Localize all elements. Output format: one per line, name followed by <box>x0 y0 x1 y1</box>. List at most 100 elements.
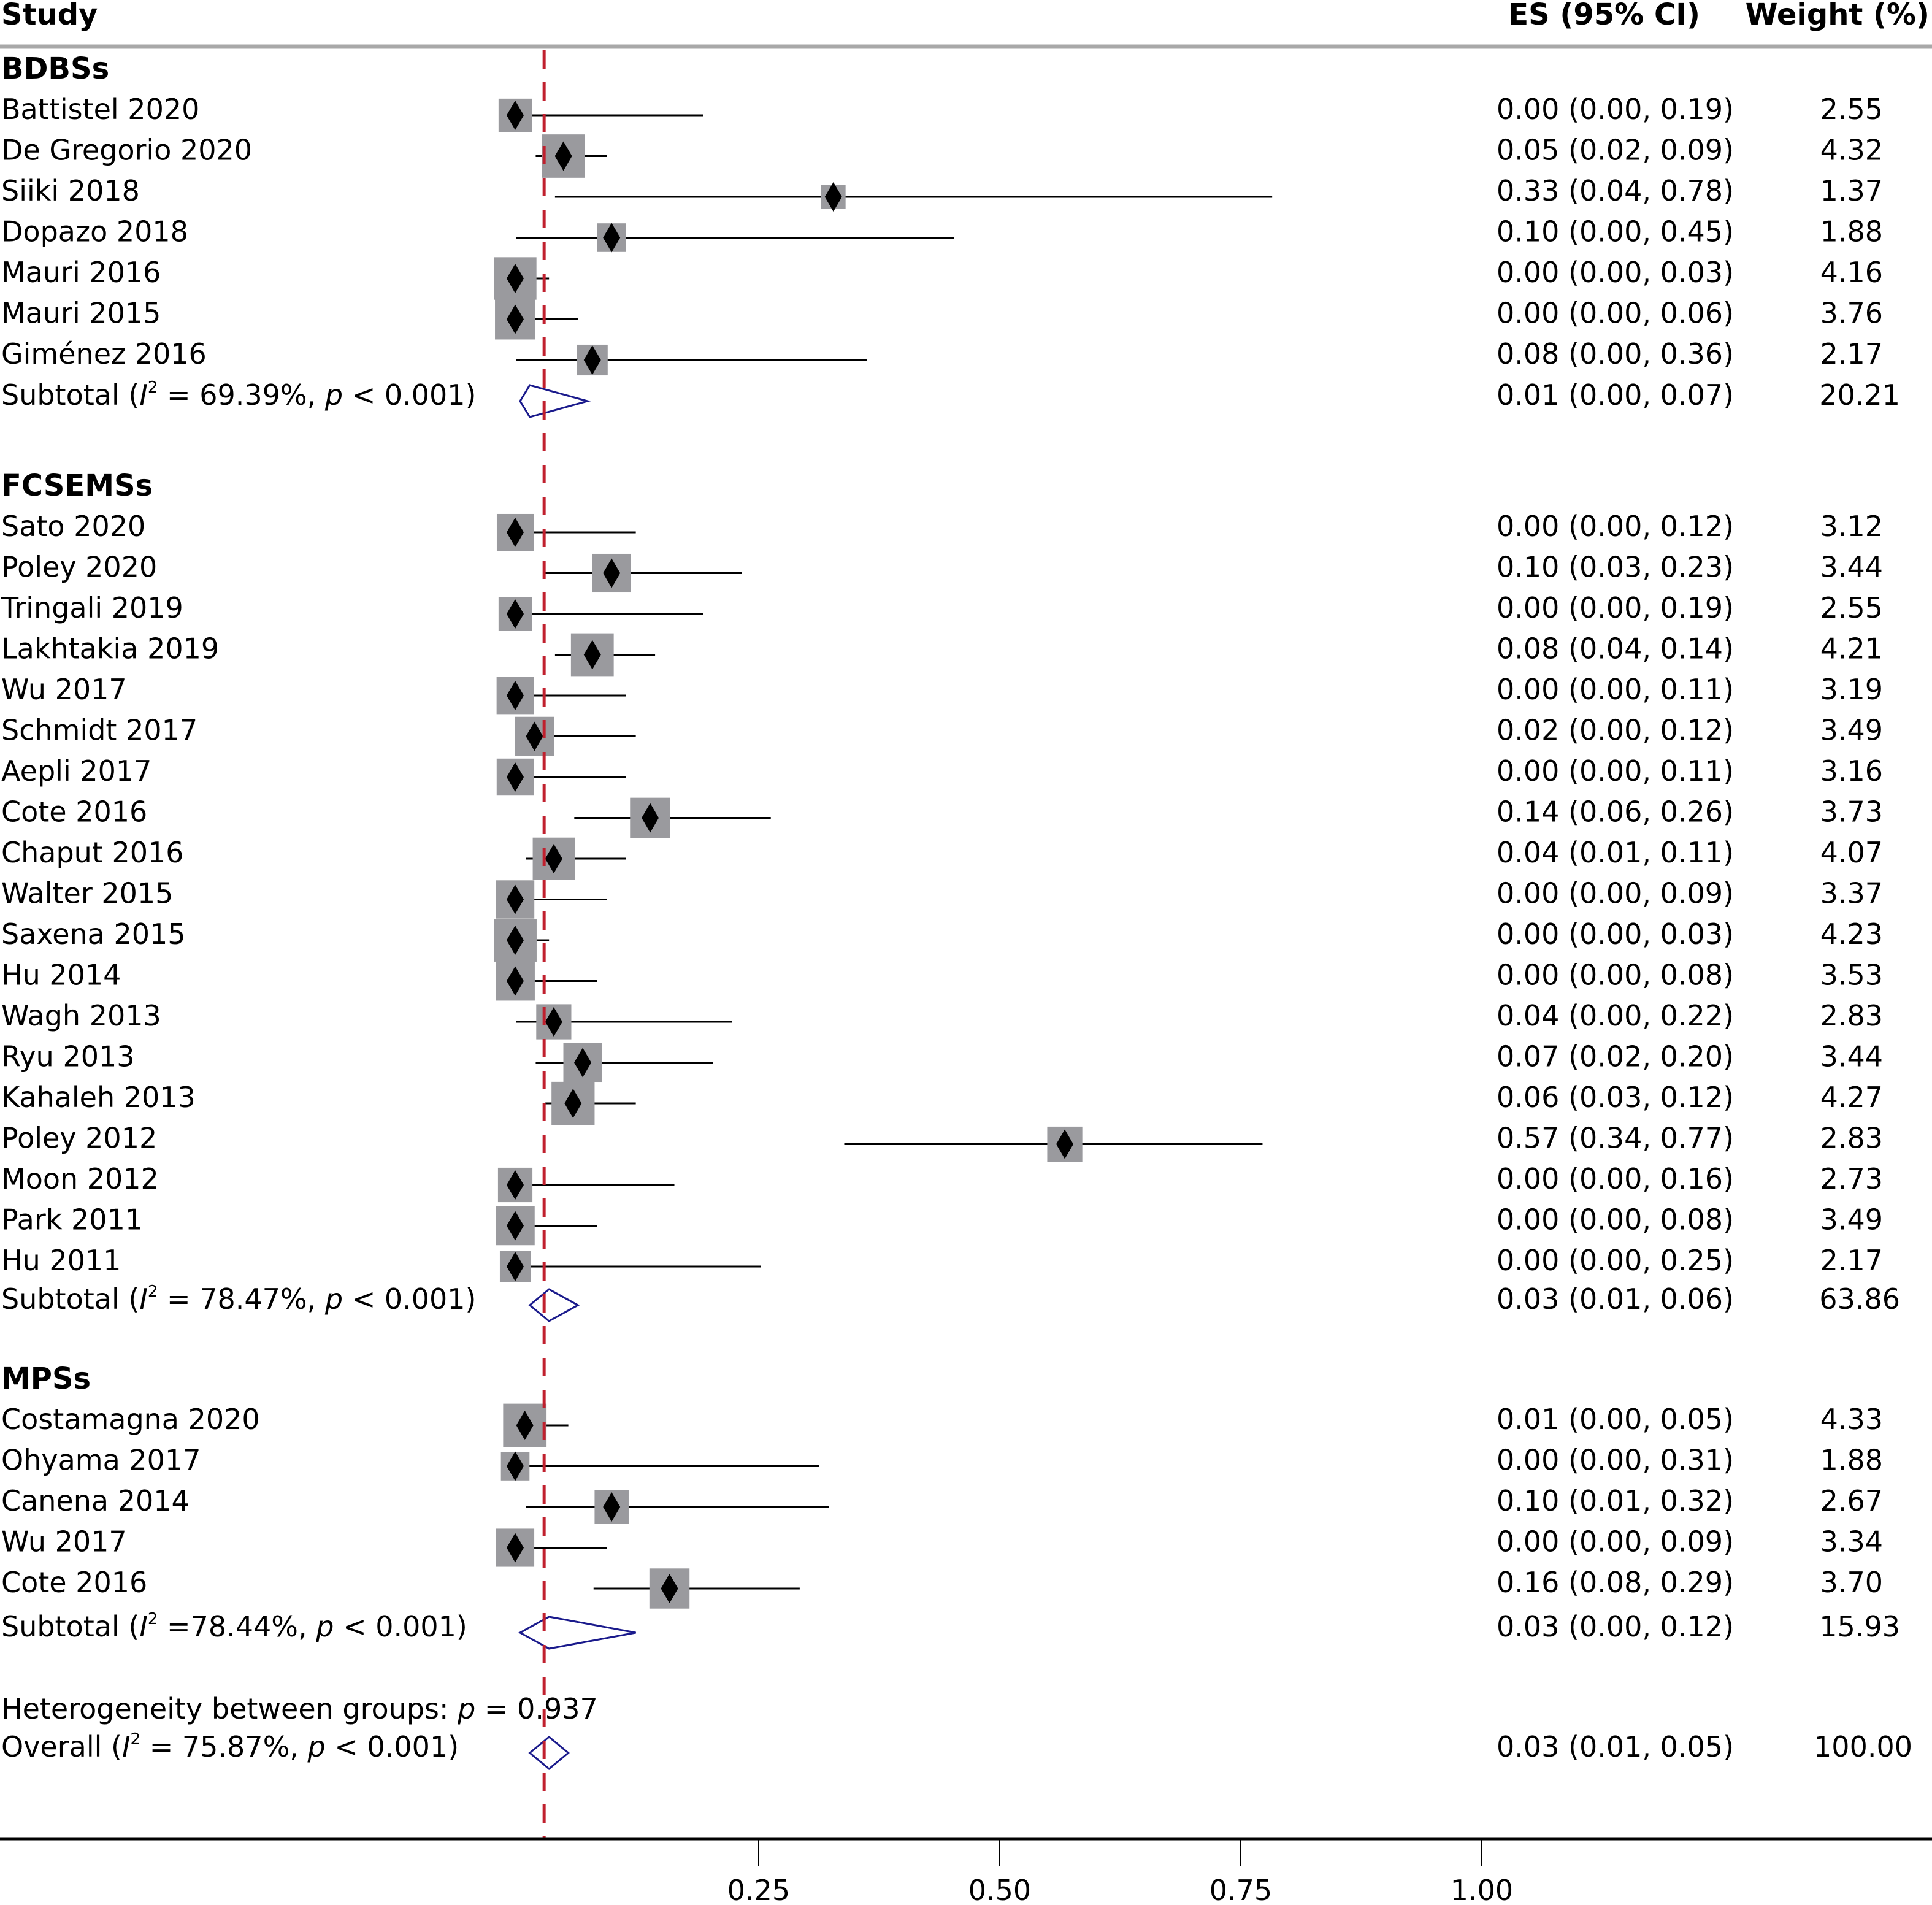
weight-value: 2.55 <box>1820 591 1883 624</box>
study-label: Mauri 2015 <box>1 297 161 330</box>
weight-value: 1.37 <box>1820 174 1883 207</box>
label-label-end: < 0.001) <box>326 1730 459 1763</box>
header-es: ES (95% CI) <box>1508 0 1700 32</box>
heterogeneity-label: Heterogeneity between groups: p = 0.937 <box>1 1692 598 1725</box>
overall-weight: 100.00 <box>1814 1730 1912 1763</box>
subtotal-diamond <box>519 384 591 418</box>
point-estimate <box>545 1007 562 1037</box>
weight-value: 3.37 <box>1820 877 1883 910</box>
header-weight: Weight (%) <box>1746 0 1930 32</box>
weight-value: 4.07 <box>1820 836 1883 869</box>
es-ci-value: 0.14 (0.06, 0.26) <box>1497 795 1734 829</box>
weight-value: 3.19 <box>1820 673 1883 706</box>
es-ci-value: 0.00 (0.00, 0.19) <box>1497 93 1734 126</box>
point-estimate <box>642 803 659 833</box>
study-label: Chaput 2016 <box>1 836 184 869</box>
weight-value: 3.53 <box>1820 959 1883 992</box>
weight-value: 3.12 <box>1820 510 1883 543</box>
study-label: Hu 2014 <box>1 959 121 992</box>
point-estimate <box>507 926 524 955</box>
label-p-symbol: p <box>324 378 343 412</box>
study-label: Park 2011 <box>1 1203 143 1236</box>
label-i2-symbol: I <box>139 1610 148 1643</box>
es-ci-value: 0.10 (0.00, 0.45) <box>1497 215 1734 248</box>
study-row: Battistel 2020 0.00 (0.00, 0.19) 2.55 <box>1 93 1883 132</box>
point-estimate <box>507 518 524 547</box>
heterogeneity-label: Heterogeneity between groups: <box>1 1692 458 1725</box>
study-label: Cote 2016 <box>1 1566 147 1599</box>
point-estimate <box>574 1048 592 1078</box>
weight-value: 3.70 <box>1820 1566 1883 1599</box>
study-row: Hu 2014 0.00 (0.00, 0.08) 3.53 <box>1 959 1883 1001</box>
es-ci-value: 0.05 (0.02, 0.09) <box>1497 134 1734 167</box>
group-mpss: MPSs Costamagna 2020 0.01 (0.00, 0.05) 4.33… <box>1 1362 1900 1650</box>
es-ci-value: 0.00 (0.00, 0.11) <box>1497 754 1734 788</box>
label-label-end: < 0.001) <box>343 1282 476 1316</box>
subtotal-es-ci: 0.03 (0.00, 0.12) <box>1497 1610 1734 1643</box>
study-row: Mauri 2015 0.00 (0.00, 0.06) 3.76 <box>1 297 1883 340</box>
weight-value: 1.88 <box>1820 215 1883 248</box>
point-estimate <box>1056 1129 1074 1159</box>
subtotal-label: Subtotal (I2 = 78.47%, p < 0.001) <box>1 1282 477 1316</box>
es-ci-value: 0.00 (0.00, 0.19) <box>1497 591 1734 624</box>
label-label-end: < 0.001) <box>334 1610 467 1643</box>
label-label-prefix: Overall ( <box>1 1730 122 1763</box>
label-label-mid: = 75.87%, <box>140 1730 307 1763</box>
weight-value: 2.17 <box>1820 337 1883 370</box>
weight-value: 4.33 <box>1820 1403 1883 1436</box>
group-bdbss: BDBSs Battistel 2020 0.00 (0.00, 0.19) 2.55… <box>1 52 1900 418</box>
subtotal-es-ci: 0.01 (0.00, 0.07) <box>1497 378 1734 412</box>
point-estimate <box>507 1533 524 1563</box>
label-p-symbol: p <box>324 1282 343 1316</box>
study-label: De Gregorio 2020 <box>1 134 252 167</box>
weight-value: 4.21 <box>1820 632 1883 665</box>
label-label-prefix: Subtotal ( <box>1 1610 139 1643</box>
point-estimate <box>603 223 621 253</box>
label-label-prefix: Subtotal ( <box>1 378 139 412</box>
es-ci-value: 0.10 (0.01, 0.32) <box>1497 1484 1734 1517</box>
header-study: Study <box>1 0 98 32</box>
subtotal-diamond <box>518 1616 636 1650</box>
weight-value: 1.88 <box>1820 1444 1883 1477</box>
study-label: Wu 2017 <box>1 673 127 706</box>
study-label: Cote 2016 <box>1 795 147 829</box>
study-label: Lakhtakia 2019 <box>1 632 219 665</box>
x-tick-label: 1.00 <box>1451 1874 1513 1905</box>
subtotal-es-ci: 0.03 (0.01, 0.06) <box>1497 1282 1734 1316</box>
overall-diamond <box>528 1736 570 1770</box>
point-estimate <box>554 141 572 171</box>
study-label: Saxena 2015 <box>1 918 186 951</box>
header: Study ES (95% CI) Weight (%) <box>0 0 1932 49</box>
heterogeneity-p-symbol: p <box>457 1692 475 1725</box>
label-i2-sup: 2 <box>148 1282 158 1301</box>
study-label: Poley 2012 <box>1 1122 157 1155</box>
overall-label: Overall (I2 = 75.87%, p < 0.001) <box>1 1730 459 1763</box>
study-label: Tringali 2019 <box>1 591 183 624</box>
weight-value: 3.16 <box>1820 754 1883 788</box>
study-row: Mauri 2016 0.00 (0.00, 0.03) 4.16 <box>1 256 1883 300</box>
es-ci-value: 0.08 (0.04, 0.14) <box>1497 632 1734 665</box>
es-ci-value: 0.00 (0.00, 0.06) <box>1497 297 1734 330</box>
study-row: Siiki 2018 0.33 (0.04, 0.78) 1.37 <box>1 174 1883 212</box>
es-ci-value: 0.04 (0.01, 0.11) <box>1497 836 1734 869</box>
subtotal-row: Subtotal (I2 =78.44%, p < 0.001) 0.03 (0.… <box>1 1610 1900 1650</box>
study-label: Canena 2014 <box>1 1484 190 1517</box>
point-estimate <box>603 1492 621 1522</box>
group-label: MPSs <box>1 1362 91 1396</box>
es-ci-value: 0.07 (0.02, 0.20) <box>1497 1040 1734 1073</box>
es-ci-value: 0.00 (0.00, 0.31) <box>1497 1444 1734 1477</box>
subtotal-label: Subtotal (I2 = 69.39%, p < 0.001) <box>1 378 477 412</box>
label-label-mid: = 69.39%, <box>158 378 324 412</box>
es-ci-value: 0.00 (0.00, 0.12) <box>1497 510 1734 543</box>
study-label: Hu 2011 <box>1 1244 121 1277</box>
label-i2-sup: 2 <box>131 1730 141 1749</box>
label-i2-sup: 2 <box>148 1610 158 1628</box>
point-estimate <box>824 182 842 212</box>
weight-value: 3.34 <box>1820 1525 1883 1558</box>
es-ci-value: 0.10 (0.03, 0.23) <box>1497 551 1734 584</box>
es-ci-value: 0.04 (0.00, 0.22) <box>1497 999 1734 1032</box>
point-estimate <box>507 1252 524 1281</box>
study-row: Lakhtakia 2019 0.08 (0.04, 0.14) 4.21 <box>1 632 1883 677</box>
weight-value: 3.76 <box>1820 297 1883 330</box>
